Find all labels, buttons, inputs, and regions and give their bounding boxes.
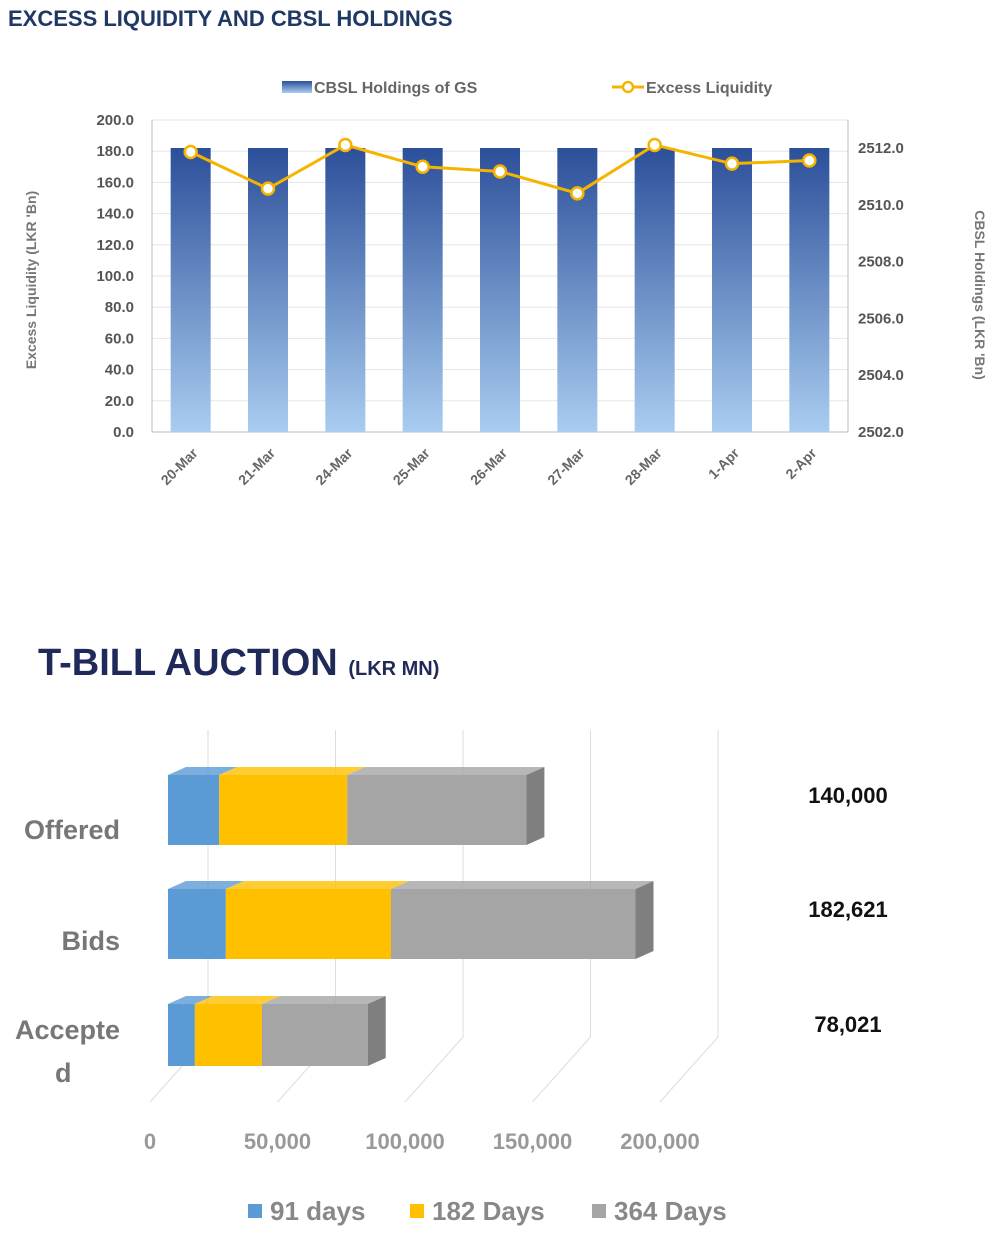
bar-top-364-days bbox=[261, 996, 386, 1004]
y-tick-label: 40.0 bbox=[105, 362, 134, 379]
total-label: 140,000 bbox=[808, 783, 888, 808]
bar-end-face bbox=[635, 881, 654, 959]
y2-tick-label: 2506.0 bbox=[858, 310, 904, 327]
point-excess-liquidity bbox=[802, 153, 817, 168]
x-tick-label: 1-Apr bbox=[705, 444, 743, 482]
bar-segment-364-days bbox=[347, 775, 527, 845]
x-tick-label: 50,000 bbox=[244, 1129, 311, 1154]
bar-cbsl-holdings bbox=[634, 148, 675, 432]
x-tick-label: 24-Mar bbox=[312, 444, 356, 488]
x-tick-label: 27-Mar bbox=[544, 444, 588, 488]
point-excess-liquidity bbox=[338, 137, 353, 153]
y-tick-label: 100.0 bbox=[96, 268, 134, 285]
bar-top-182-days bbox=[219, 767, 366, 775]
x-tick-label: 100,000 bbox=[365, 1129, 445, 1154]
bar-top-182-days bbox=[194, 996, 280, 1004]
point-excess-liquidity bbox=[415, 159, 430, 175]
y-tick-label: 120.0 bbox=[96, 237, 134, 254]
bar-segment-91-days bbox=[168, 889, 226, 959]
tbill-chart: 0 50,000 100,000 150,000 200,000 140,000 182,6… bbox=[15, 730, 888, 1226]
bar-segment-182-days bbox=[194, 1004, 262, 1066]
point-excess-liquidity bbox=[183, 144, 198, 160]
point-excess-liquidity bbox=[260, 181, 276, 196]
chart1-title: EXCESS LIQUIDITY AND CBSL HOLDINGS bbox=[8, 6, 453, 31]
category-label: Accepte bbox=[15, 1015, 120, 1045]
chart2-title-text: T-BILL AUCTION bbox=[38, 642, 338, 684]
point-excess-liquidity bbox=[724, 156, 740, 171]
bar-cbsl-holdings bbox=[170, 148, 211, 432]
bar-segment-182-days bbox=[219, 775, 348, 845]
bar-cbsl-holdings bbox=[325, 148, 366, 432]
x-tick-label: 150,000 bbox=[493, 1129, 573, 1154]
legend-swatch bbox=[592, 1204, 606, 1218]
y-tick-label: 60.0 bbox=[105, 330, 134, 347]
y-tick-label: 140.0 bbox=[96, 206, 134, 223]
x-tick-label: 20-Mar bbox=[158, 444, 202, 488]
total-label: 78,021 bbox=[814, 1012, 881, 1037]
y2-tick-label: 2510.0 bbox=[858, 197, 904, 214]
y2-axis-title: CBSL Holdings (LKR 'Bn) bbox=[972, 210, 988, 380]
y-tick-label: 20.0 bbox=[105, 393, 134, 410]
x-tick-label: 0 bbox=[144, 1129, 156, 1154]
bar-segment-91-days bbox=[168, 775, 220, 845]
bar-top-364-days bbox=[390, 881, 654, 889]
legend-swatch bbox=[410, 1204, 424, 1218]
bar-top-91-days bbox=[168, 996, 213, 1004]
bar-end-face bbox=[367, 996, 386, 1066]
x-tick-label: 200,000 bbox=[620, 1129, 700, 1154]
legend-swatch-bar bbox=[282, 81, 312, 93]
bar-cbsl-holdings bbox=[480, 148, 520, 432]
gridline bbox=[532, 730, 591, 1103]
y-tick-label: 180.0 bbox=[96, 143, 134, 160]
category-label: Bids bbox=[61, 926, 120, 956]
legend-swatch bbox=[248, 1204, 262, 1218]
legend-label: Excess Liquidity bbox=[646, 80, 772, 97]
x-tick-label: 28-Mar bbox=[622, 444, 666, 488]
category-label: d bbox=[55, 1058, 72, 1088]
point-excess-liquidity bbox=[492, 164, 508, 179]
x-tick-label: 26-Mar bbox=[467, 444, 511, 488]
bar-top-91-days bbox=[168, 767, 238, 775]
bar-cbsl-holdings bbox=[402, 148, 443, 432]
x-tick-label: 21-Mar bbox=[235, 444, 279, 488]
point-excess-liquidity bbox=[570, 186, 585, 201]
legend-label: 182 Days bbox=[432, 1196, 545, 1226]
bar-top-364-days bbox=[347, 767, 545, 775]
y2-tick-label: 2504.0 bbox=[858, 367, 904, 384]
y2-tick-label: 2502.0 bbox=[858, 424, 904, 441]
y-tick-label: 0.0 bbox=[113, 424, 134, 441]
bar-segment-364-days bbox=[261, 1004, 368, 1066]
point-excess-liquidity bbox=[647, 137, 662, 153]
gridline bbox=[659, 730, 719, 1103]
bar-top-91-days bbox=[168, 881, 244, 889]
bar-segment-364-days bbox=[390, 889, 636, 959]
x-tick-label: 25-Mar bbox=[390, 444, 434, 488]
bar-top-182-days bbox=[225, 881, 409, 889]
y-axis-title: Excess Liquidity (LKR 'Bn) bbox=[23, 191, 39, 369]
y-tick-label: 80.0 bbox=[105, 299, 134, 316]
y2-tick-label: 2512.0 bbox=[858, 140, 904, 157]
legend-swatch-marker bbox=[621, 80, 635, 94]
bar-cbsl-holdings bbox=[789, 148, 830, 432]
category-label: Offered bbox=[24, 815, 120, 845]
legend-label: CBSL Holdings of GS bbox=[314, 80, 478, 97]
chart2-title: T-BILL AUCTION (LKR MN) bbox=[38, 642, 439, 685]
legend-label: 364 Days bbox=[614, 1196, 727, 1226]
y2-tick-label: 2508.0 bbox=[858, 254, 904, 271]
legend-label: 91 days bbox=[270, 1196, 365, 1226]
bar-segment-182-days bbox=[225, 889, 391, 959]
liquidity-chart: 0.0 20.0 40.0 60.0 80.0 100.0 120.0 140.0 160.0 1… bbox=[23, 80, 988, 488]
chart2-title-unit: (LKR MN) bbox=[348, 658, 440, 680]
bar-end-face bbox=[526, 767, 545, 845]
bar-cbsl-holdings bbox=[712, 148, 752, 432]
y-tick-label: 160.0 bbox=[96, 174, 134, 191]
total-label: 182,621 bbox=[808, 897, 888, 922]
bar-segment-91-days bbox=[168, 1004, 195, 1066]
y-tick-label: 200.0 bbox=[96, 112, 134, 129]
x-tick-label: 2-Apr bbox=[782, 444, 820, 482]
